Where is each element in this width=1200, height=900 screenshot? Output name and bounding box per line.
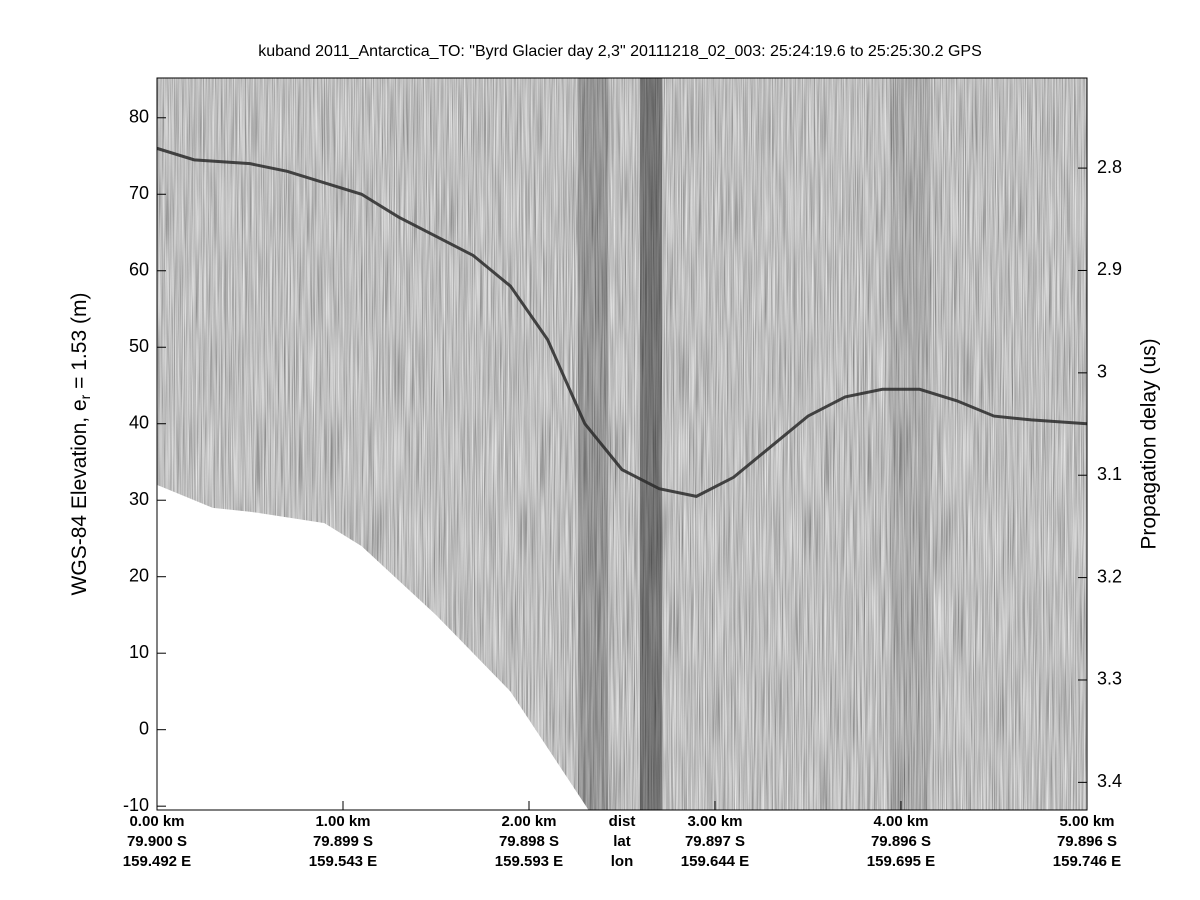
lon-label: 159.593 E: [495, 853, 563, 870]
y2-tick-label: 3.3: [1097, 669, 1122, 689]
y2-tick-label: 3: [1097, 362, 1107, 382]
y-tick-label: 50: [129, 336, 149, 356]
row-label: lon: [611, 853, 634, 870]
y-tick-label: 80: [129, 107, 149, 127]
x-tick-label: 0.00 km: [129, 813, 184, 830]
y-tick-label: 40: [129, 412, 149, 432]
lon-label: 159.644 E: [681, 853, 749, 870]
y-tick-label: 10: [129, 642, 149, 662]
y2-tick-label: 2.9: [1097, 259, 1122, 279]
row-label: lat: [613, 833, 631, 850]
y2-tick-label: 3.4: [1097, 771, 1122, 791]
lon-label: 159.492 E: [123, 853, 191, 870]
x-tick-label: 3.00 km: [687, 813, 742, 830]
dark-band: [578, 78, 608, 810]
x-tick-label: 2.00 km: [501, 813, 556, 830]
y-tick-label: 0: [139, 718, 149, 738]
y-tick-label: 30: [129, 489, 149, 509]
y-tick-label: 60: [129, 260, 149, 280]
row-label: dist: [609, 813, 636, 830]
y-label-text: WGS-84 Elevation, e: [68, 399, 91, 595]
dark-band: [640, 78, 662, 810]
lat-label: 79.896 S: [871, 833, 931, 850]
y-tick-label: -10: [123, 795, 149, 815]
no-data-area: [157, 484, 589, 810]
axes-box: [156, 77, 1088, 811]
lat-label: 79.899 S: [313, 833, 373, 850]
y-label-suffix: = 1.53 (m): [68, 293, 91, 395]
x-tick-label: 1.00 km: [315, 813, 370, 830]
x-tick-label: 5.00 km: [1059, 813, 1114, 830]
y-tick-label: 70: [129, 183, 149, 203]
echogram-image: [157, 78, 1087, 810]
lon-label: 159.695 E: [867, 853, 935, 870]
y-label-subscript: r: [77, 394, 93, 399]
y2-tick-label: 3.1: [1097, 464, 1122, 484]
surface-line: [157, 146, 1087, 498]
lat-label: 79.897 S: [685, 833, 745, 850]
lon-label: 159.746 E: [1053, 853, 1121, 870]
lat-label: 79.898 S: [499, 833, 559, 850]
lat-label: 79.900 S: [127, 833, 187, 850]
y-axis-label: WGS-84 Elevation, er = 1.53 (m): [68, 293, 93, 596]
y-tick-label: 20: [129, 565, 149, 585]
lat-label: 79.896 S: [1057, 833, 1117, 850]
x-tick-label: 4.00 km: [873, 813, 928, 830]
chart-title: kuband 2011_Antarctica_TO: "Byrd Glacier…: [258, 43, 982, 60]
y2-tick-label: 3.2: [1097, 566, 1122, 586]
y2-axis-label: Propagation delay (us): [1138, 338, 1161, 549]
lon-label: 159.543 E: [309, 853, 377, 870]
y2-tick-label: 2.8: [1097, 157, 1122, 177]
dark-band: [890, 78, 930, 810]
